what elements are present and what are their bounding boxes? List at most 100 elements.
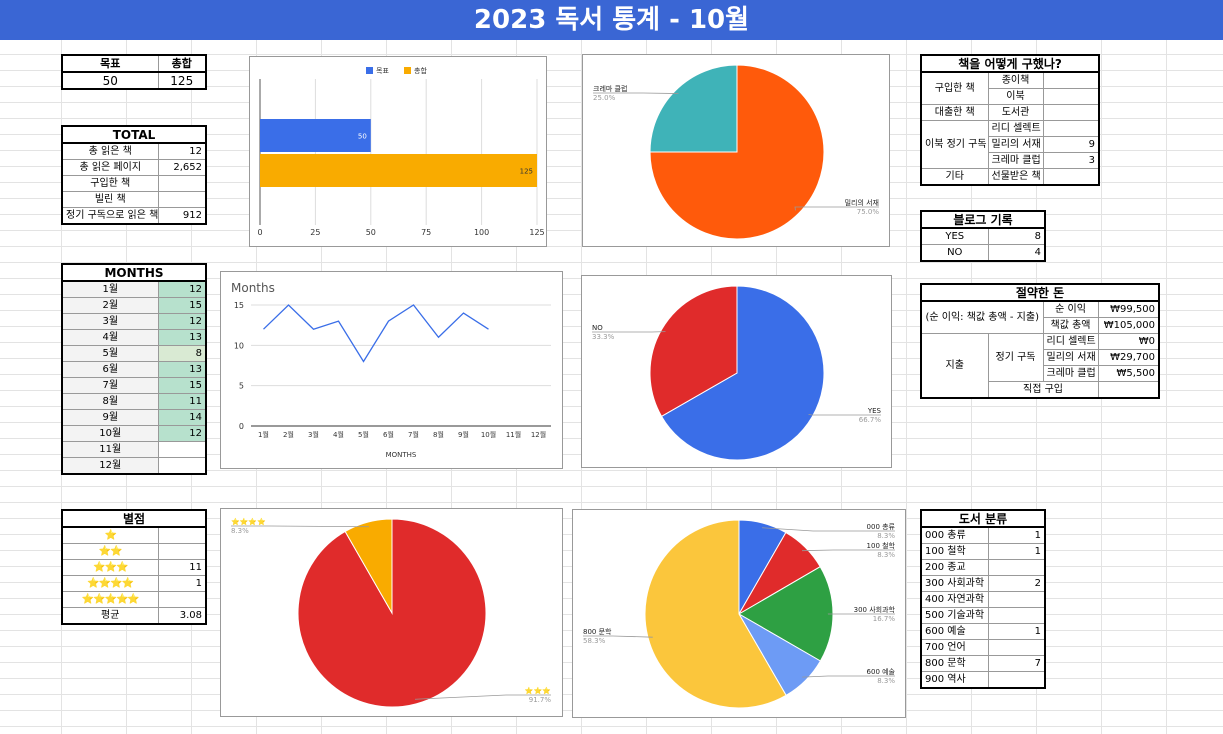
- price-label: 책값 총액: [1042, 317, 1099, 334]
- cremaclub-value[interactable]: 3: [1042, 152, 1100, 169]
- subscription-pie-chart[interactable]: 밀리의 서재 75.0% 크레마 클럽 25.0%: [582, 54, 890, 247]
- library-value[interactable]: [1042, 104, 1100, 121]
- total-row-value[interactable]: 912: [157, 207, 207, 225]
- class-label: 500 기술과학: [920, 607, 989, 624]
- class-value[interactable]: 7: [987, 655, 1046, 672]
- bar: [260, 154, 537, 187]
- millie-label: 밀리의 서재: [987, 136, 1044, 153]
- chart-title: Months: [231, 281, 275, 295]
- spend-label: 지출: [920, 333, 989, 399]
- month-value[interactable]: 12: [157, 280, 207, 298]
- rating-count[interactable]: [157, 543, 207, 560]
- class-label: 900 역사: [920, 671, 989, 689]
- total-row-value[interactable]: [157, 191, 207, 208]
- direct-label: 직접 구입: [987, 381, 1099, 399]
- x-tick-label: 10월: [481, 430, 496, 439]
- money-crema-value[interactable]: ₩5,500: [1097, 365, 1160, 382]
- leader-line: [794, 206, 879, 211]
- month-label: 8월: [61, 393, 159, 410]
- month-value[interactable]: 13: [157, 361, 207, 378]
- slice-label: 600 예술: [867, 667, 896, 676]
- goal-value[interactable]: 50: [61, 71, 159, 90]
- net-value[interactable]: ₩99,500: [1097, 300, 1160, 318]
- gift-label: 선물받은 책: [987, 168, 1044, 186]
- bar: [260, 119, 371, 152]
- month-label: 12월: [61, 457, 159, 475]
- slice-label: 크레마 클럽: [593, 84, 627, 93]
- sub-label: 정기 구독: [987, 333, 1044, 382]
- month-value[interactable]: [157, 457, 207, 475]
- legend-swatch: [404, 67, 411, 74]
- paper-label: 종이책: [987, 71, 1044, 89]
- slice-label: ⭐⭐⭐⭐: [231, 517, 266, 526]
- total-row-value[interactable]: [157, 175, 207, 192]
- rating-avg-value[interactable]: 3.08: [157, 607, 207, 625]
- rating-count[interactable]: 11: [157, 559, 207, 576]
- ebook-value[interactable]: [1042, 88, 1100, 105]
- class-value[interactable]: 1: [987, 623, 1046, 640]
- rating-table: 별점 ⭐ ⭐⭐ ⭐⭐⭐ 11 ⭐⭐⭐⭐ 1 ⭐⭐⭐⭐⭐ 평균 3.08: [61, 509, 207, 625]
- class-value[interactable]: [987, 607, 1046, 624]
- slice-percent: 16.7%: [873, 615, 896, 623]
- legend-label: 총합: [414, 66, 427, 75]
- x-tick-label: 2월: [283, 430, 294, 439]
- blog-no-value[interactable]: 4: [987, 244, 1046, 262]
- x-tick-label: 9월: [458, 430, 469, 439]
- paper-value[interactable]: [1042, 71, 1100, 89]
- rating-pie-chart[interactable]: ⭐⭐⭐ 91.7% ⭐⭐⭐⭐ 8.3%: [220, 508, 563, 717]
- months-table-title: MONTHS: [61, 263, 207, 282]
- y-tick-label: 15: [234, 301, 244, 310]
- goal-bar-chart[interactable]: 0 25 50 75 100 125 50 125 목표 총합: [249, 56, 547, 247]
- total-row-label: 총 읽은 페이지: [61, 159, 159, 176]
- leader-line: [593, 92, 679, 94]
- pie-slice: [649, 285, 738, 418]
- total-row-value[interactable]: 12: [157, 142, 207, 160]
- class-value[interactable]: 1: [987, 526, 1046, 544]
- month-value[interactable]: 15: [157, 377, 207, 394]
- month-value[interactable]: [157, 441, 207, 458]
- total-value[interactable]: 125: [157, 71, 207, 90]
- blog-yes-value[interactable]: 8: [987, 227, 1046, 245]
- money-ridi-value[interactable]: ₩0: [1097, 333, 1160, 350]
- month-value[interactable]: 13: [157, 329, 207, 346]
- month-value[interactable]: 11: [157, 393, 207, 410]
- class-value[interactable]: [987, 639, 1046, 656]
- month-value[interactable]: 15: [157, 297, 207, 314]
- class-value[interactable]: 1: [987, 543, 1046, 560]
- price-value[interactable]: ₩105,000: [1097, 317, 1160, 334]
- x-tick-label: 7월: [408, 430, 419, 439]
- blog-pie-chart[interactable]: YES 66.7% NO 33.3%: [581, 275, 892, 468]
- class-value[interactable]: [987, 591, 1046, 608]
- y-tick-label: 10: [234, 341, 244, 350]
- rating-count[interactable]: [157, 591, 207, 608]
- money-millie-value[interactable]: ₩29,700: [1097, 349, 1160, 366]
- class-value[interactable]: [987, 559, 1046, 576]
- line-series: [263, 304, 489, 363]
- class-value[interactable]: 2: [987, 575, 1046, 592]
- class-table: 도서 분류 000 총류 1 100 철학 1 200 종교 300 사회과학 2 400 자…: [920, 509, 1046, 689]
- slice-label: NO: [592, 324, 603, 332]
- direct-value[interactable]: [1097, 381, 1160, 399]
- x-tick-label: 100: [474, 228, 489, 237]
- month-value[interactable]: 12: [157, 425, 207, 442]
- purchased-label: 구입한 책: [920, 71, 989, 105]
- month-value[interactable]: 8: [157, 345, 207, 362]
- gift-value[interactable]: [1042, 168, 1100, 186]
- x-tick-label: 25: [310, 228, 320, 237]
- pie-slice: [649, 64, 738, 153]
- millie-value[interactable]: 9: [1042, 136, 1100, 153]
- month-label: 4월: [61, 329, 159, 346]
- slice-label: YES: [867, 407, 882, 415]
- ridi-value[interactable]: [1042, 120, 1100, 137]
- leader-line: [583, 635, 653, 638]
- total-row-value[interactable]: 2,652: [157, 159, 207, 176]
- rating-count[interactable]: [157, 526, 207, 544]
- rating-stars: ⭐⭐⭐⭐⭐: [61, 591, 159, 608]
- rating-count[interactable]: 1: [157, 575, 207, 592]
- months-line-chart[interactable]: Months 0 5 10 15 1월 2월 3월 4월 5월 6월 7월 8월 9월 10월 11월 12월 M…: [220, 271, 563, 469]
- class-pie-chart[interactable]: 000 총류 8.3% 100 철학 8.3% 300 사회과학 16.7% 600 예술 8…: [572, 509, 906, 718]
- class-value[interactable]: [987, 671, 1046, 689]
- total-table: TOTAL 총 읽은 책 12 총 읽은 페이지 2,652 구입한 책 빌린 책 정기 구…: [61, 125, 208, 225]
- month-value[interactable]: 14: [157, 409, 207, 426]
- month-value[interactable]: 12: [157, 313, 207, 330]
